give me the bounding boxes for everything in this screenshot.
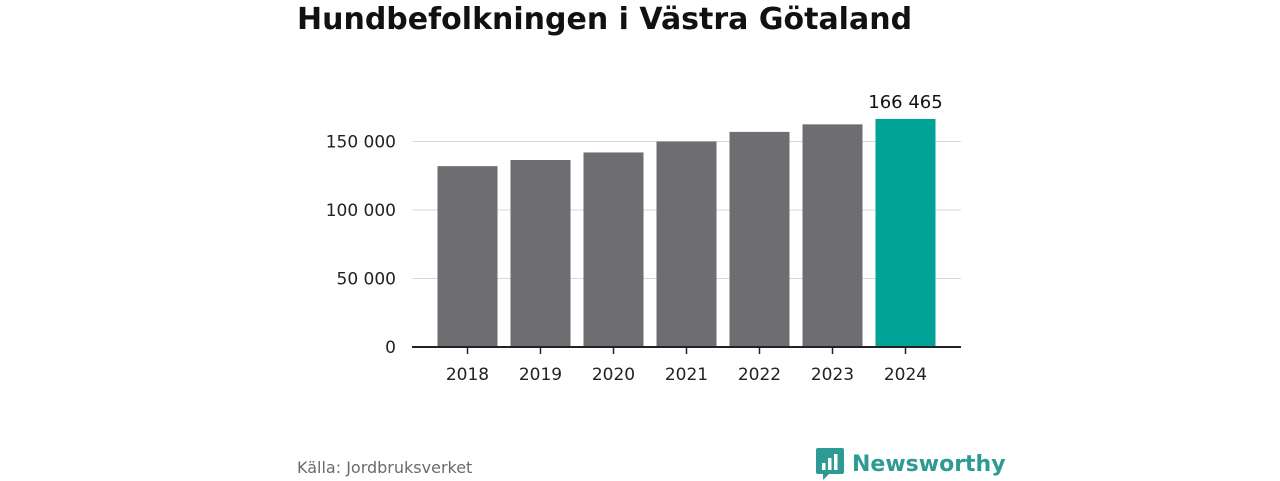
y-tick-labels: 0 50 000 100 000 150 000 (326, 133, 396, 359)
x-axis (412, 346, 961, 354)
x-tick-label: 2019 (519, 365, 562, 385)
bar-2021 (656, 141, 717, 347)
data-labels: 166 465 (868, 92, 942, 113)
bar-2020 (583, 152, 644, 347)
bar-2024 (875, 118, 936, 347)
chart-title: Hundbefolkningen i Västra Götaland (297, 2, 913, 37)
data-label: 166 465 (868, 92, 942, 113)
y-tick-label: 0 (385, 338, 396, 358)
bars (437, 118, 936, 347)
bar-2019 (510, 159, 571, 347)
brand-name: Newsworthy (852, 451, 1006, 477)
newsworthy-logo: Newsworthy (815, 447, 1006, 481)
x-tick-label: 2023 (811, 365, 854, 385)
y-tick-label: 50 000 (337, 270, 396, 290)
source-note: Källa: Jordbruksverket (297, 458, 473, 477)
x-tick-label: 2021 (665, 365, 708, 385)
y-tick-label: 100 000 (326, 201, 396, 221)
x-tick-label: 2018 (446, 365, 489, 385)
x-tick-labels: 2018 2019 2020 2021 2022 2023 2024 (446, 365, 927, 385)
x-tick-label: 2022 (738, 365, 781, 385)
x-tick-label: 2024 (884, 365, 927, 385)
y-tick-label: 150 000 (326, 133, 396, 153)
bar-2018 (437, 166, 498, 347)
x-tick-label: 2020 (592, 365, 635, 385)
newsworthy-icon (816, 448, 844, 480)
bar-2022 (729, 131, 790, 347)
bar-2023 (802, 124, 863, 347)
